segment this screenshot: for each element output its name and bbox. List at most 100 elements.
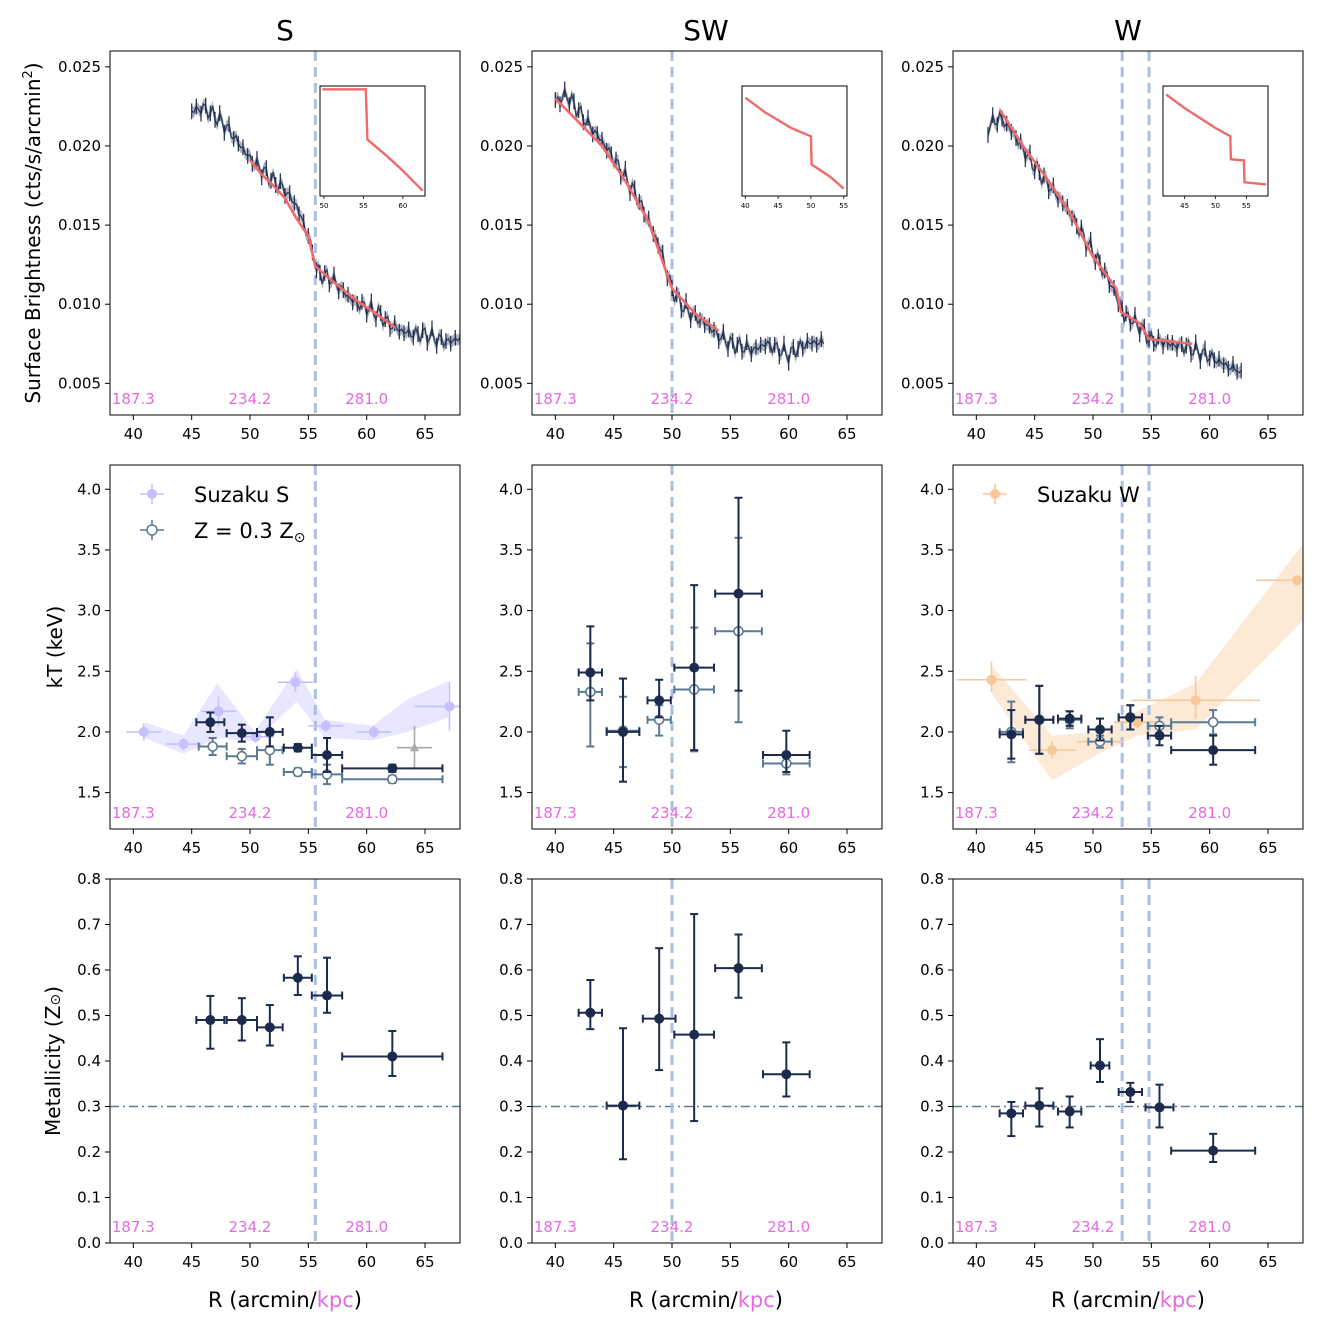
S-temperature-point-1 <box>397 725 432 770</box>
W-surface-brightness-ytick-label: 0.020 <box>901 137 944 155</box>
W-metallicity-background <box>953 879 1303 1243</box>
S-temperature-point-4 <box>282 742 313 753</box>
S-metallicity-ytick-label: 0.3 <box>77 1098 101 1116</box>
S-metallicity-plot-area <box>110 879 460 1243</box>
S-metallicity-background <box>110 879 460 1243</box>
W-temperature-point-2 <box>1024 684 1055 755</box>
W-temperature-xtick-label: 45 <box>1025 839 1044 857</box>
W-temperature-marker <box>1047 745 1058 756</box>
S-surface-brightness-xtick-label: 40 <box>124 425 143 443</box>
W-surface-brightness-xtick-label: 60 <box>1200 425 1219 443</box>
S-temperature-point-3 <box>256 716 284 748</box>
SW-metallicity-ytick-label: 0.5 <box>499 1007 523 1025</box>
xlabel-sw: R (arcmin/kpc) <box>629 1288 783 1312</box>
S-temperature-xtick-label: 50 <box>240 839 259 857</box>
W-metallicity-point-4 <box>1089 1038 1111 1083</box>
text-layer: 40 45 50 55 60 65 0.005 0.010 0.015 0.020 0.025 187… <box>58 58 1278 1271</box>
W-metallicity-point-1 <box>998 1100 1024 1138</box>
SW-temperature-ytick-label: 4.0 <box>499 480 523 498</box>
W-surface-brightness-model-fit <box>998 108 1193 346</box>
S-surface-brightness-plot-area <box>191 51 460 415</box>
SW-temperature-ytick-label: 1.5 <box>499 784 523 802</box>
W-temperature-marker <box>1208 745 1219 756</box>
S-metallicity-ytick-label: 0.0 <box>77 1234 101 1252</box>
W-metallicity-point-3 <box>1057 1095 1083 1129</box>
S-metallicity-xtick-label: 65 <box>415 1253 434 1271</box>
W-metallicity-kpc-label: 187.3 <box>955 1218 998 1236</box>
SW-metallicity-ytick-label: 0.2 <box>499 1143 523 1161</box>
SW-surface-brightness-xtick-label: 60 <box>779 425 798 443</box>
S-temperature-point-2 <box>225 747 258 765</box>
S-temperature-series-z-0-3-z-sun <box>197 734 444 786</box>
SW-metallicity-ytick-label: 0.1 <box>499 1189 523 1207</box>
SW-temperature-ytick-label: 3.5 <box>499 541 523 559</box>
SW-surface-brightness-inset-frame <box>741 85 848 197</box>
SW-temperature-marker <box>689 662 700 673</box>
SW-metallicity-point-2 <box>605 1027 641 1161</box>
W-metallicity-ytick-label: 0.7 <box>920 916 944 934</box>
SW-temperature-marker <box>654 695 665 706</box>
S-temperature-marker <box>292 766 304 778</box>
S-metallicity-xtick-label: 55 <box>299 1253 318 1271</box>
W-temperature-marker <box>1034 714 1045 725</box>
S-metallicity-point-6 <box>341 1029 444 1078</box>
S-temperature-point-5 <box>278 672 313 692</box>
S-temperature-marker <box>387 773 398 785</box>
W-temperature-point-2 <box>1028 741 1076 759</box>
SW-temperature-xtick-label: 50 <box>662 839 681 857</box>
W-metallicity-xtick-label: 65 <box>1258 1253 1277 1271</box>
S-temperature-point-6 <box>308 719 344 732</box>
S-surface-brightness-axes-frame <box>109 50 461 416</box>
W-temperature-marker <box>1190 695 1201 706</box>
S-metallicity-kpc-label: 187.3 <box>112 1218 155 1236</box>
W-surface-brightness-ytick-label: 0.015 <box>901 216 944 234</box>
S-temperature-xtick-label: 60 <box>357 839 376 857</box>
W-temperature-point-3 <box>1057 710 1083 727</box>
SW-metallicity-point-5 <box>714 933 763 999</box>
SW-metallicity-ytick-label: 0.4 <box>499 1052 523 1070</box>
S-surface-brightness-model-fit <box>248 159 397 330</box>
W-metallicity-kpc-label: 234.2 <box>1072 1218 1115 1236</box>
S-temperature-series-suzaku-s <box>126 672 460 751</box>
S-temperature-xtick-label: 40 <box>124 839 143 857</box>
W-metallicity-plot-area <box>953 879 1303 1243</box>
W-metallicity-ytick-label: 0.2 <box>920 1143 944 1161</box>
W-temperature-marker <box>1095 724 1105 735</box>
S-temperature-kpc-label: 281.0 <box>345 804 388 822</box>
S-surface-brightness-kpc-label: 187.3 <box>112 390 155 408</box>
SW-metallicity-marker <box>733 963 744 974</box>
SW-surface-brightness-ytick-label: 0.015 <box>480 216 523 234</box>
W-temperature-point-5 <box>1131 676 1260 719</box>
S-temperature-ytick-label: 1.5 <box>77 784 101 802</box>
SW-metallicity-background <box>532 879 882 1243</box>
SW-temperature-kpc-label: 234.2 <box>651 804 694 822</box>
S-metallicity-xtick-label: 45 <box>182 1253 201 1271</box>
W-temperature-background <box>953 465 1303 829</box>
W-surface-brightness-xtick-label: 55 <box>1142 425 1161 443</box>
W-temperature-marker <box>986 674 997 685</box>
SW-metallicity-xtick-label: 60 <box>779 1253 798 1271</box>
S-temperature-ytick-label: 4.0 <box>77 480 101 498</box>
S-temperature-marker <box>290 677 301 688</box>
W-temperature-ytick-label: 2.5 <box>920 662 944 680</box>
S-surface-brightness-inset-model <box>322 88 424 192</box>
W-metallicity-series-free-z <box>998 1038 1257 1164</box>
legend-marker-z03 <box>140 520 164 540</box>
W-metallicity-marker <box>1034 1100 1045 1111</box>
W-metallicity-marker <box>1064 1106 1075 1117</box>
S-metallicity-xtick-label: 60 <box>357 1253 376 1271</box>
SW-metallicity-xtick-label: 40 <box>546 1253 565 1271</box>
W-temperature-marker <box>1006 729 1017 740</box>
SW-metallicity-point-6 <box>762 1041 811 1098</box>
S-surface-brightness-ytick-label: 0.015 <box>58 216 101 234</box>
W-surface-brightness-inset-xtick-label: 45 <box>1180 202 1189 210</box>
SW-temperature-marker <box>585 667 596 678</box>
SW-surface-brightness-xtick-label: 50 <box>662 425 681 443</box>
W-metallicity-point-7 <box>1170 1132 1257 1164</box>
W-surface-brightness-xtick-label: 45 <box>1025 425 1044 443</box>
S-temperature-marker <box>320 720 331 731</box>
SW-temperature-xtick-label: 40 <box>546 839 565 857</box>
S-surface-brightness-ytick-label: 0.005 <box>58 374 101 392</box>
S-metallicity-ytick-label: 0.2 <box>77 1143 101 1161</box>
